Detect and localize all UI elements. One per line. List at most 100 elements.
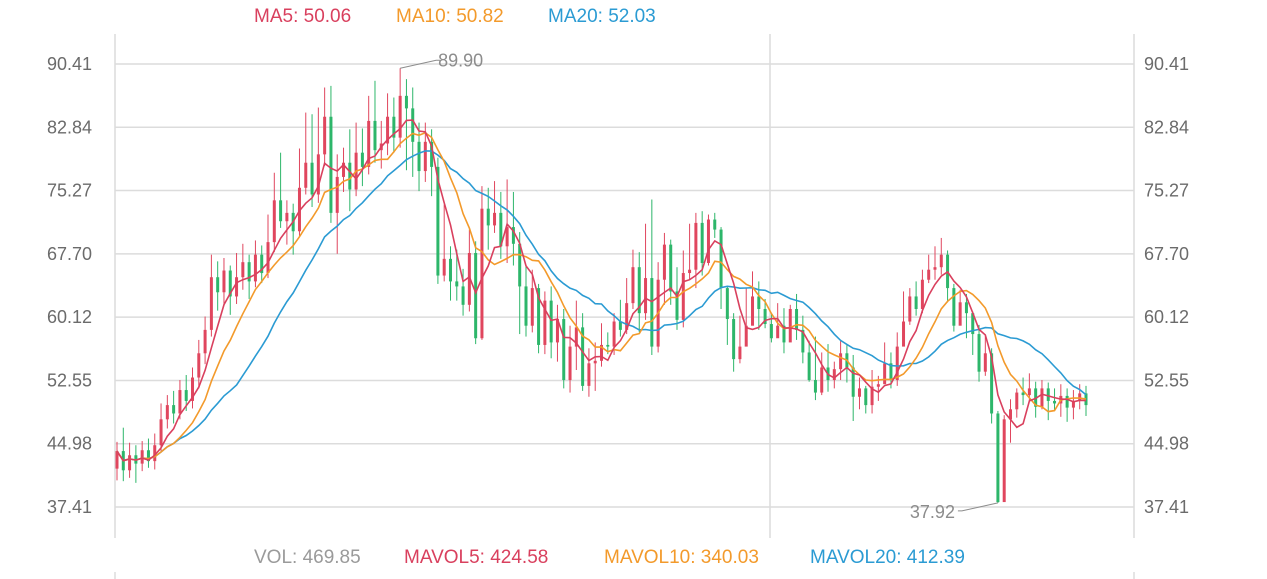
volume-legend: VOL: 469.85 MAVOL5: 424.58 MAVOL10: 340.… [0, 547, 1267, 571]
candle-body [650, 278, 654, 347]
candle-body [788, 308, 792, 343]
candle-body [996, 413, 1000, 503]
candle-body [461, 286, 465, 305]
candle-body [411, 108, 415, 142]
y-tick-label-right: 75.27 [1144, 181, 1189, 201]
candle-body [562, 319, 566, 381]
candle-body [832, 369, 836, 381]
candle-body [725, 288, 729, 320]
candle-body [455, 281, 459, 287]
y-tick-label-right: 90.41 [1144, 54, 1189, 74]
candle-body [1021, 392, 1025, 396]
candle-body [260, 254, 264, 274]
candle-body [115, 451, 119, 469]
candle-body [228, 270, 232, 297]
y-tick-label-right: 60.12 [1144, 307, 1189, 327]
y-tick-label-right: 67.70 [1144, 244, 1189, 264]
candle-body [719, 229, 723, 289]
candle-body [587, 363, 591, 386]
candle-body [524, 286, 528, 326]
mavol5-label: MAVOL5: 424.58 [404, 547, 549, 568]
y-tick-label-left: 67.70 [47, 244, 92, 264]
high-annotation-label: 89.90 [438, 50, 483, 70]
candle-body [1002, 419, 1006, 503]
candle-body [876, 384, 880, 387]
candle-body [191, 377, 195, 401]
candle-body [1046, 388, 1050, 401]
candle-body [197, 353, 201, 378]
candle-body [801, 329, 805, 353]
candle-body [669, 244, 673, 292]
ma10-label: MA10: 50.82 [396, 6, 504, 27]
candle-body [568, 346, 572, 381]
y-tick-label-right: 37.41 [1144, 497, 1189, 517]
candle-body [505, 227, 509, 247]
candle-body [851, 367, 855, 397]
candle-body [203, 329, 207, 354]
candle-body [304, 162, 308, 188]
candle-body [757, 296, 761, 309]
candle-body [902, 321, 906, 347]
ma5-label: MA5: 50.06 [254, 6, 352, 27]
candle-body [272, 200, 276, 243]
high-annotation-line [400, 59, 441, 69]
candle-body [644, 278, 648, 314]
candle-body [738, 346, 742, 360]
candle-body [606, 344, 610, 347]
candle-body [574, 327, 578, 347]
candle-body [681, 273, 685, 320]
candle-body [511, 227, 515, 244]
candle-body [348, 162, 352, 190]
candle-body [216, 277, 220, 293]
candle-body [555, 319, 559, 343]
candle-body [172, 405, 176, 414]
candle-body [153, 445, 157, 462]
candle-body [920, 279, 924, 309]
candle-body [253, 254, 257, 282]
candle-body [1065, 395, 1069, 408]
y-tick-label-left: 37.41 [47, 497, 92, 517]
candle-body [146, 450, 150, 462]
candle-body [335, 176, 339, 213]
candle-body [933, 267, 937, 270]
candle-body [209, 277, 213, 330]
y-tick-label-right: 82.84 [1144, 117, 1189, 137]
candle-body [423, 141, 427, 172]
candle-body [1078, 393, 1082, 401]
candle-body [618, 321, 622, 330]
candle-body [448, 258, 452, 282]
candle-body [782, 325, 786, 343]
candle-body [839, 353, 843, 370]
ma10-line [116, 131, 1087, 462]
y-tick-label-left: 44.98 [47, 434, 92, 454]
candle-body [939, 254, 943, 268]
candle-body [581, 327, 585, 386]
y-tick-label-left: 60.12 [47, 307, 92, 327]
y-tick-label-left: 75.27 [47, 181, 92, 201]
candle-body [1053, 400, 1057, 404]
candle-body [549, 300, 553, 343]
candle-body [914, 296, 918, 309]
candle-body [285, 212, 289, 222]
candle-body [518, 243, 522, 287]
ma5-line [116, 119, 1087, 462]
candle-body [310, 162, 314, 195]
candle-body [625, 303, 629, 330]
candle-body [870, 386, 874, 406]
candle-body [279, 200, 283, 222]
candle-body [360, 152, 364, 167]
mavol10-label: MAVOL10: 340.03 [604, 547, 759, 568]
candle-body [1084, 393, 1088, 406]
candle-body [732, 319, 736, 360]
ma20-line [116, 150, 1087, 462]
candle-body [813, 380, 817, 393]
candle-body [398, 95, 402, 138]
candle-body [631, 267, 635, 304]
candle-body [486, 208, 490, 226]
low-annotation-label: 37.92 [910, 502, 955, 522]
candle-body [977, 334, 981, 372]
candle-body [751, 296, 755, 326]
candle-body [184, 390, 188, 401]
candle-body [895, 346, 899, 381]
